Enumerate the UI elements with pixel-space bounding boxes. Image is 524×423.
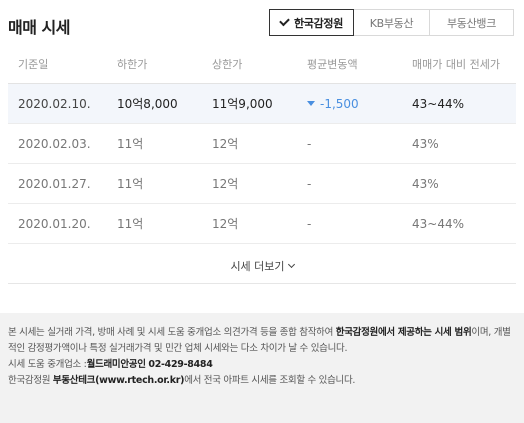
table-row: 2020.02.10. 10억8,000 11억9,000 -1,500 43~… bbox=[8, 84, 516, 124]
rtech-link[interactable]: 부동산테크(www.rtech.or.kr) bbox=[52, 375, 185, 386]
notice-text: 본 시세는 실거래 가격, 방매 사례 및 시세 도움 중개업소 의견가격 등을… bbox=[8, 327, 336, 338]
row-high: 12억 bbox=[212, 177, 239, 191]
row-low: 10억8,000 bbox=[117, 97, 178, 111]
table-header: 기준일 하한가 상한가 평균변동액 매매가 대비 전세가 bbox=[8, 44, 516, 84]
more-prices-button[interactable]: 시세 더보기 bbox=[8, 248, 516, 284]
row-date: 2020.01.27. bbox=[18, 176, 91, 191]
price-table: 기준일 하한가 상한가 평균변동액 매매가 대비 전세가 2020.02.10.… bbox=[8, 44, 516, 244]
row-ratio: 43~44% bbox=[412, 216, 464, 231]
col-high: 상한가 bbox=[212, 57, 243, 71]
col-date: 기준일 bbox=[18, 57, 49, 71]
notice-helper: 시세 도움 중개업소 :월드래미안공인 02-429-8484 bbox=[8, 357, 516, 373]
tab-bank-label: 부동산뱅크 bbox=[446, 16, 497, 30]
market-price-header: 매매 시세 한국감정원 KB부동산 부동산뱅크 bbox=[8, 8, 514, 40]
price-notice: 본 시세는 실거래 가격, 방매 사례 및 시세 도움 중개업소 의견가격 등을… bbox=[0, 313, 524, 423]
table-row: 2020.01.27. 11억 12억 - 43% bbox=[8, 164, 516, 204]
tab-bank[interactable]: 부동산뱅크 bbox=[430, 9, 514, 36]
row-high: 12억 bbox=[212, 217, 239, 231]
row-change: -1,500 bbox=[307, 84, 359, 123]
more-prices-label: 시세 더보기 bbox=[230, 259, 285, 273]
notice-text: 이며, 개별적인 감정평가액이나 특정 실거래가격 및 민간 업체 시세와는 다… bbox=[8, 327, 511, 354]
table-row: 2020.01.20. 11억 12억 - 43~44% bbox=[8, 204, 516, 244]
notice-text: 한국감정원 bbox=[8, 375, 53, 386]
tab-kab[interactable]: 한국감정원 bbox=[269, 9, 354, 36]
helper-prefix: 시세 도움 중개업소 : bbox=[8, 359, 87, 370]
notice-text: 에서 전국 아파트 시세를 조회할 수 있습니다. bbox=[184, 375, 356, 386]
table-row: 2020.02.03. 11억 12억 - 43% bbox=[8, 124, 516, 164]
col-change: 평균변동액 bbox=[307, 57, 358, 71]
row-low: 11억 bbox=[117, 137, 144, 151]
decrease-arrow-icon bbox=[307, 101, 315, 106]
row-date: 2020.02.03. bbox=[18, 136, 91, 151]
row-date: 2020.02.10. bbox=[18, 96, 91, 111]
row-ratio: 43% bbox=[412, 176, 439, 191]
tab-kb-label: KB부동산 bbox=[369, 16, 414, 30]
col-low: 하한가 bbox=[117, 57, 148, 71]
notice-rtech: 한국감정원 부동산테크(www.rtech.or.kr)에서 전국 아파트 시세… bbox=[8, 373, 516, 389]
row-ratio: 43~44% bbox=[412, 96, 464, 111]
notice-disclaimer: 본 시세는 실거래 가격, 방매 사례 및 시세 도움 중개업소 의견가격 등을… bbox=[8, 325, 516, 357]
row-low: 11억 bbox=[117, 177, 144, 191]
tab-kab-label: 한국감정원 bbox=[293, 16, 344, 30]
row-high: 11억9,000 bbox=[212, 97, 273, 111]
tab-kb[interactable]: KB부동산 bbox=[354, 9, 430, 36]
notice-emphasis: 한국감정원에서 제공하는 시세 범위 bbox=[335, 327, 472, 338]
helper-phone: 02-429-8484 bbox=[148, 359, 213, 370]
row-low: 11억 bbox=[117, 217, 144, 231]
row-date: 2020.01.20. bbox=[18, 216, 91, 231]
source-tabs: 한국감정원 KB부동산 부동산뱅크 bbox=[269, 9, 514, 36]
helper-agency: 월드래미안공인 bbox=[86, 359, 146, 370]
chevron-down-icon bbox=[287, 260, 295, 268]
col-ratio: 매매가 대비 전세가 bbox=[412, 57, 500, 71]
row-change: - bbox=[307, 176, 312, 191]
row-change-value: -1,500 bbox=[320, 96, 359, 111]
row-ratio: 43% bbox=[412, 136, 439, 151]
row-high: 12억 bbox=[212, 137, 239, 151]
check-icon bbox=[279, 15, 290, 27]
section-title: 매매 시세 bbox=[8, 18, 70, 37]
row-change: - bbox=[307, 136, 312, 151]
row-change: - bbox=[307, 216, 312, 231]
